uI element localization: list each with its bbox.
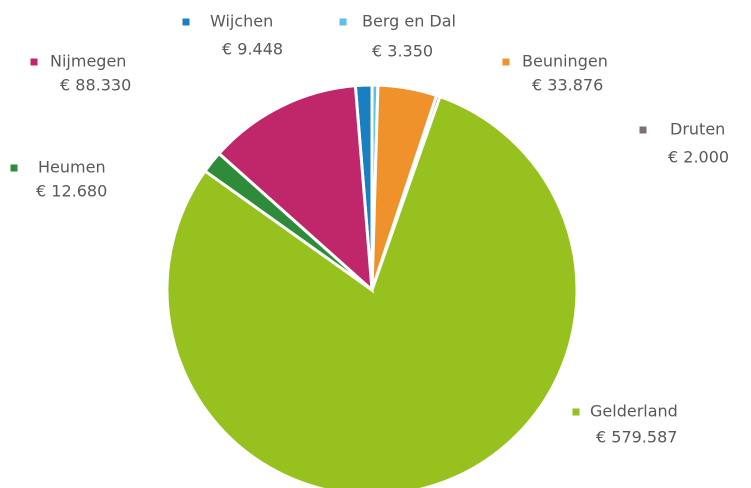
slice-value: € 12.680 bbox=[36, 182, 107, 201]
slice-label: Wijchen bbox=[210, 12, 273, 31]
legend-marker bbox=[339, 18, 347, 26]
slice-value: € 33.876 bbox=[532, 76, 603, 95]
slice-value: € 579.587 bbox=[596, 428, 677, 447]
slice-label: Beuningen bbox=[522, 52, 608, 71]
slice-label: Nijmegen bbox=[50, 52, 126, 71]
slice-value: € 9.448 bbox=[222, 40, 283, 59]
slice-value: € 3.350 bbox=[372, 42, 433, 61]
legend-marker bbox=[572, 408, 580, 416]
pie-slice bbox=[165, 94, 579, 488]
legend-marker bbox=[30, 58, 38, 66]
pie-slice bbox=[216, 84, 374, 294]
slice-label: Gelderland bbox=[590, 402, 678, 421]
slice-label: Druten bbox=[670, 120, 725, 139]
legend-marker bbox=[10, 164, 18, 172]
legend-marker bbox=[502, 58, 510, 66]
slice-label: Berg en Dal bbox=[362, 12, 456, 31]
slice-label: Heumen bbox=[38, 158, 106, 177]
slice-value: € 88.330 bbox=[60, 76, 131, 95]
legend-marker bbox=[639, 126, 647, 134]
legend-marker bbox=[182, 18, 190, 26]
slice-value: € 2.000 bbox=[668, 148, 729, 167]
